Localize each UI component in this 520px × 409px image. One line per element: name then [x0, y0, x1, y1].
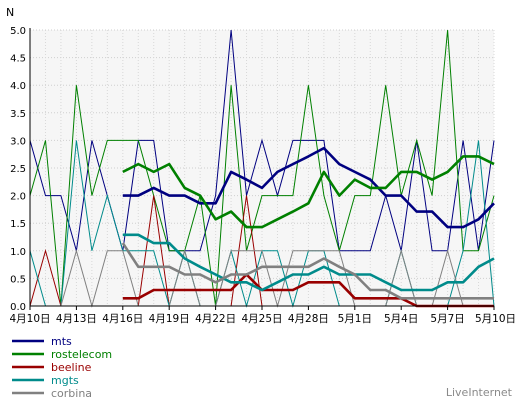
x-tick-label: 5月1日 — [338, 313, 372, 325]
y-tick-label: 4.0 — [10, 81, 26, 92]
x-tick-label: 4月10日 — [9, 313, 50, 325]
x-tick-label: 4月16日 — [102, 313, 143, 325]
brand-label: LiveInternet — [445, 386, 512, 399]
legend-label-mgts: mgts — [51, 374, 79, 387]
y-tick-label: 0.5 — [10, 274, 26, 285]
x-tick-label: 4月13日 — [56, 313, 97, 325]
x-tick-label: 5月7日 — [430, 313, 464, 325]
y-tick-label: 0.0 — [10, 302, 26, 313]
series-average-mts — [122, 146, 495, 229]
y-tick-label: 1.0 — [10, 247, 26, 258]
legend-label-mts: mts — [51, 335, 72, 348]
series-average-corbina — [121, 242, 494, 300]
x-tick-label: 5月4日 — [384, 313, 418, 325]
y-tick-label: 1.5 — [10, 219, 26, 230]
legend-label-beeline: beeline — [51, 361, 92, 374]
x-tick-label: 4月28日 — [288, 313, 329, 325]
y-tick-label: 2.5 — [10, 164, 26, 175]
y-tick-label: 2.0 — [10, 192, 26, 203]
series-average-rostelecom — [122, 155, 495, 229]
series-average-mgts — [122, 233, 495, 292]
y-tick-label: 4.5 — [10, 54, 26, 65]
average-lines — [121, 146, 495, 308]
x-tick-label: 4月25日 — [241, 313, 282, 325]
x-tick-label: 5月10日 — [475, 313, 516, 325]
y-tick-label: 3.5 — [10, 109, 26, 120]
y-tick-label: 5.0 — [10, 26, 26, 37]
series-daily-rostelecom — [29, 29, 495, 307]
y-axis-label: N — [6, 6, 14, 19]
x-tick-label: 4月22日 — [195, 313, 236, 325]
axes: 0.0 0.5 1.0 1.5 2.0 2.5 3.0 3.5 4.0 4.5 5.0 N 4月10日 4… — [6, 6, 516, 325]
y-tick-label: 3.0 — [10, 136, 26, 147]
x-tick-label: 4月19日 — [149, 313, 190, 325]
legend-label-rostelecom: rostelecom — [51, 348, 112, 361]
legend-label-corbina: corbina — [51, 387, 92, 400]
